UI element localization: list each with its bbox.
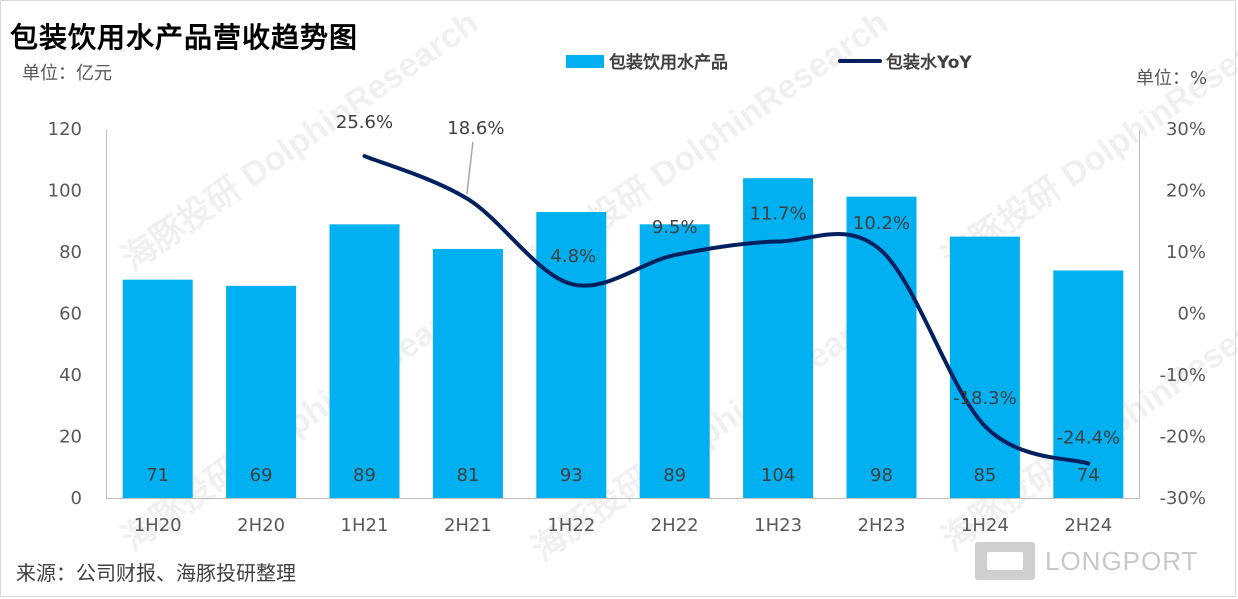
yoy-data-label: -24.4% [1056, 428, 1120, 449]
x-tick-label: 2H22 [651, 515, 699, 536]
brand-mark-icon [975, 542, 1035, 580]
bar-value-label: 81 [456, 465, 479, 486]
bar [329, 224, 400, 498]
bar-value-label: 85 [973, 465, 996, 486]
bar [122, 279, 193, 498]
yoy-data-label: 10.2% [853, 213, 910, 234]
bar [949, 236, 1020, 498]
x-tick-label: 1H23 [754, 515, 802, 536]
bar [536, 212, 607, 498]
y-left-tick-label: 60 [59, 304, 82, 325]
bar [846, 196, 917, 498]
yoy-data-label: 25.6% [336, 112, 393, 133]
bar [639, 224, 710, 498]
legend-bar-swatch [566, 55, 604, 68]
y-left-tick-label: 100 [48, 181, 82, 202]
chart-title: 包装饮用水产品营收趋势图 [10, 21, 359, 54]
yoy-data-label: 9.5% [652, 217, 698, 238]
y-right-tick-label: -30% [1159, 488, 1206, 509]
y-right-tick-label: 30% [1166, 119, 1206, 140]
bar-value-label: 104 [761, 465, 795, 486]
legend: 包装饮用水产品 包装水YoY [566, 52, 972, 73]
bar-value-label: 89 [353, 465, 376, 486]
y-left-tick-label: 20 [59, 427, 82, 448]
bar-value-label: 71 [146, 465, 169, 486]
y-left-tick-label: 40 [59, 365, 82, 386]
legend-bar-label: 包装饮用水产品 [609, 52, 728, 73]
yoy-data-label: 18.6% [447, 118, 504, 139]
bar [226, 285, 297, 498]
bar-value-label: 89 [663, 465, 686, 486]
bar-value-label: 98 [870, 465, 893, 486]
yoy-line [362, 154, 1091, 466]
y-right-tick-label: -20% [1159, 427, 1206, 448]
label-leader-line [466, 142, 474, 195]
bar [743, 178, 814, 498]
y-right-tick-label: -10% [1159, 365, 1206, 386]
yoy-data-label: 11.7% [750, 204, 807, 225]
bar-value-label: 69 [250, 465, 273, 486]
y-right-tick-label: 20% [1166, 181, 1206, 202]
y-left-tick-label: 0 [71, 488, 82, 509]
y-right-tick-label: 0% [1177, 304, 1206, 325]
x-tick-label: 1H22 [547, 515, 595, 536]
bar [432, 248, 503, 498]
x-tick-label: 1H21 [341, 515, 389, 536]
brand-logo: LONGPORT [975, 542, 1198, 580]
y-right-tick-label: 10% [1166, 242, 1206, 263]
left-axis-unit: 单位：亿元 [22, 63, 112, 84]
yoy-data-label: 4.8% [550, 246, 596, 267]
x-tick-label: 2H20 [237, 515, 285, 536]
source-note: 来源：公司财报、海豚投研整理 [16, 561, 296, 585]
right-axis-unit: 单位：% [1136, 68, 1208, 89]
y-left-tick-label: 80 [59, 242, 82, 263]
bar-value-label: 93 [560, 465, 583, 486]
brand-text: LONGPORT [1045, 545, 1199, 576]
x-tick-label: 2H21 [444, 515, 492, 536]
x-tick-label: 1H20 [134, 515, 182, 536]
y-left-tick-label: 120 [48, 119, 82, 140]
x-tick-label: 1H24 [961, 515, 1009, 536]
x-tick-label: 2H24 [1064, 515, 1112, 536]
bar-value-label: 74 [1077, 465, 1100, 486]
x-tick-label: 2H23 [858, 515, 906, 536]
yoy-data-label: -18.3% [953, 388, 1017, 409]
legend-line-label: 包装水YoY [886, 52, 972, 73]
